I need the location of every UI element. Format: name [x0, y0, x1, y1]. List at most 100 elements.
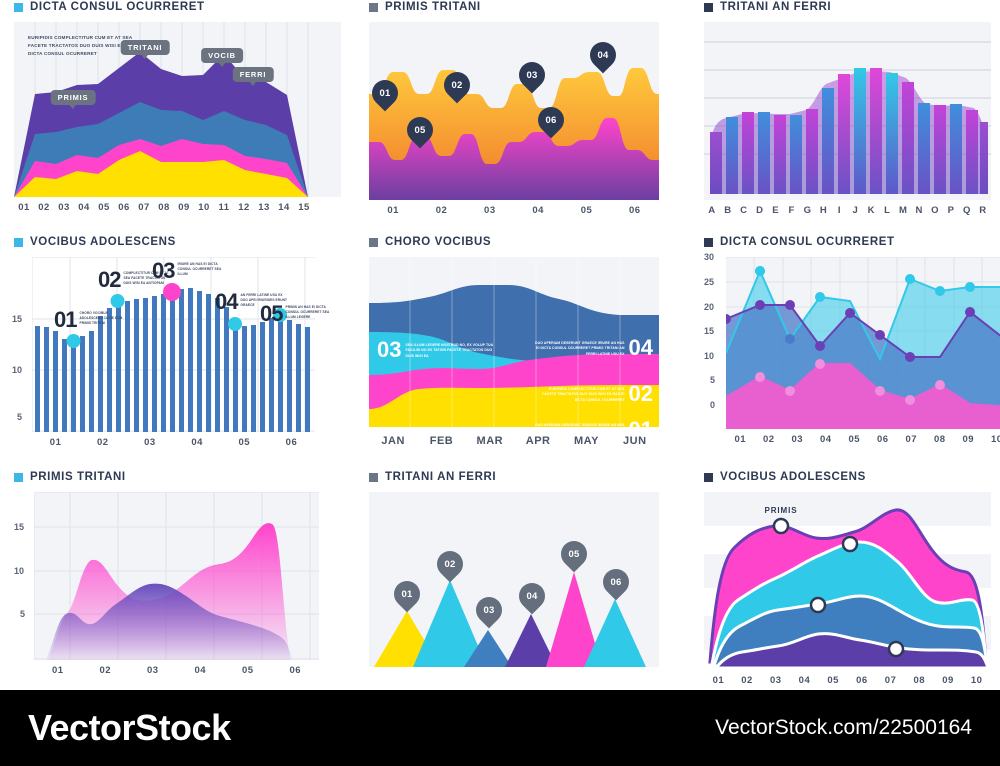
band-number: 03 — [377, 337, 402, 362]
x-tick: JAN — [381, 435, 405, 447]
panel-title-label: PRIMIS TRITANI — [385, 1, 481, 13]
panel-title: PRIMIS TRITANI — [369, 0, 676, 14]
panel-title: VOCIBUS ADOLESCENS — [704, 470, 986, 484]
x-tick: 03 — [791, 434, 804, 445]
layered-area-chart — [704, 492, 991, 670]
x-axis-labels: A B C D E F G H I J K L M N O P Q R — [704, 205, 991, 216]
panel-title: DICTA CONSUL OCURRERET — [14, 0, 341, 14]
chart-plot-area: PRIMIS — [704, 492, 991, 670]
panel-title: PRIMIS TRITANI — [14, 470, 341, 484]
panel-vocibus-adolescens-layered: VOCIBUS ADOLESCENS PR — [690, 470, 1000, 690]
x-tick: JUN — [623, 435, 647, 447]
peak-03 — [464, 630, 512, 667]
panel-vocibus-adolescens-bars: VOCIBUS ADOLESCENS — [0, 235, 355, 470]
y-tick-25: 25 — [704, 277, 715, 287]
x-tick: 08 — [933, 434, 946, 445]
annotation-number: 03 — [152, 258, 176, 283]
x-tick: 04 — [194, 665, 207, 676]
x-tick: N — [915, 205, 923, 216]
y-tick-10: 10 — [12, 365, 23, 375]
x-tick: 03 — [484, 205, 496, 216]
panel-title: CHORO VOCIBUS — [369, 235, 676, 249]
watermark-footer: VectorStock VectorStock.com/22500164 — [0, 690, 1000, 766]
x-axis-labels: 01 02 03 04 05 06 — [369, 205, 659, 216]
series-yellow — [14, 151, 308, 197]
band-label-03: 03 SEA ILLUM LEGERE NOSTRUD NO, EX VOLUP… — [377, 339, 495, 361]
x-tick: 01 — [49, 437, 62, 448]
x-tick: Q — [963, 205, 971, 216]
panel-title: TRITANI AN FERRI — [704, 0, 986, 14]
x-tick: A — [708, 205, 716, 216]
annotation-number: 01 — [54, 307, 78, 332]
annotation-03: 03 IRIURE AN HAS EI DICTA CONSUL OCURRER… — [152, 258, 225, 283]
annotation-text: PRIMIS AN HAS EI DICTA CONSUL OCURRERET … — [285, 305, 330, 319]
data-points-cyan — [755, 266, 975, 302]
x-tick: MAR — [476, 435, 504, 447]
x-tick: APR — [525, 435, 551, 447]
x-tick: E — [772, 205, 780, 216]
series-purple — [712, 632, 991, 670]
peak-05 — [546, 572, 602, 667]
annotation-05: 05 PRIMIS AN HAS EI DICTA CONSUL OCURRER… — [260, 303, 333, 325]
x-tick: 06 — [285, 437, 298, 448]
title-marker-icon — [704, 472, 713, 482]
series-magenta-line — [726, 363, 1000, 408]
x-tick: 06 — [289, 665, 302, 676]
x-tick: 02 — [762, 434, 775, 445]
x-tick: 09 — [178, 202, 190, 213]
callout-primis: PRIMIS — [50, 90, 96, 109]
x-tick: 06 — [876, 434, 889, 445]
x-axis-labels: 01 02 03 04 05 06 07 08 09 10 11 12 13 1… — [14, 202, 314, 213]
panel-tritani-an-ferri-bars: TRITANI AN FERRI — [690, 0, 1000, 235]
bars — [35, 288, 310, 432]
panel-dicta-consul-line-area: DICTA CONSUL OCURRERET — [690, 235, 1000, 470]
title-marker-icon — [369, 237, 378, 247]
x-tick: 04 — [798, 675, 811, 686]
gridlines — [409, 257, 621, 427]
x-tick: 02 — [99, 665, 112, 676]
x-tick: 05 — [98, 202, 110, 213]
band-number: 02 — [628, 381, 653, 406]
x-axis-labels: 01 02 03 04 05 06 07 08 09 10 — [726, 434, 1000, 445]
x-tick: 15 — [298, 202, 310, 213]
band-text: EURIPIDIS COMPLECTITUR CUM ET AT SEA FAC… — [542, 387, 625, 402]
title-marker-icon — [14, 472, 23, 482]
x-tick: 02 — [96, 437, 109, 448]
x-tick: 08 — [158, 202, 170, 213]
x-tick: 05 — [827, 675, 839, 686]
panel-tritani-an-ferri-triangles: TRITANI AN FERRI 01 02 03 04 05 06 — [355, 470, 690, 690]
panel-title-label: CHORO VOCIBUS — [385, 236, 492, 248]
triangle-mountain-chart — [374, 572, 646, 667]
highlight-dots — [66, 283, 287, 348]
peak-02 — [413, 580, 487, 667]
y-tick-20: 20 — [704, 302, 715, 312]
x-tick: 06 — [118, 202, 130, 213]
x-tick: MAY — [574, 435, 599, 447]
x-tick: 01 — [387, 205, 399, 216]
bars — [710, 68, 988, 194]
series-lower-blob — [369, 118, 659, 200]
x-tick: I — [837, 205, 842, 216]
x-axis-labels: 01 02 03 04 05 06 07 08 09 10 — [704, 675, 991, 686]
chart-plot-area: 03 SEA ILLUM LEGERE NOSTRUD NO, EX VOLUP… — [369, 257, 659, 441]
x-tick: H — [819, 205, 828, 216]
chart-plot-area: EURIPIDIS COMPLECTITUR CUM ET AT SEA FAC… — [14, 22, 341, 197]
x-tick: B — [724, 205, 732, 216]
band-text: SEA ILLUM LEGERE NOSTRUD NO, EX VOLUP TU… — [405, 343, 494, 358]
series-purple-area — [46, 583, 292, 660]
multi-series-area-chart — [726, 257, 1000, 429]
x-tick: 07 — [884, 675, 897, 686]
x-tick: 01 — [734, 434, 747, 445]
x-tick: 10 — [198, 202, 210, 213]
title-marker-icon — [369, 472, 378, 482]
x-tick: 01 — [712, 675, 725, 686]
y-tick-10: 10 — [14, 566, 25, 576]
chart-plot-area: 30 25 20 15 10 5 0 — [704, 252, 1000, 429]
y-tick-15: 15 — [704, 326, 715, 336]
vectorstock-brand: VectorStock — [28, 707, 231, 748]
panel-choro-vocibus-stream: CHORO VOCIBUS 03 SEA ILLUM LEGERE — [355, 235, 690, 470]
peak-04 — [505, 614, 557, 667]
peak-06 — [584, 599, 646, 667]
y-tick-0: 0 — [710, 400, 716, 410]
x-tick: F — [788, 205, 795, 216]
